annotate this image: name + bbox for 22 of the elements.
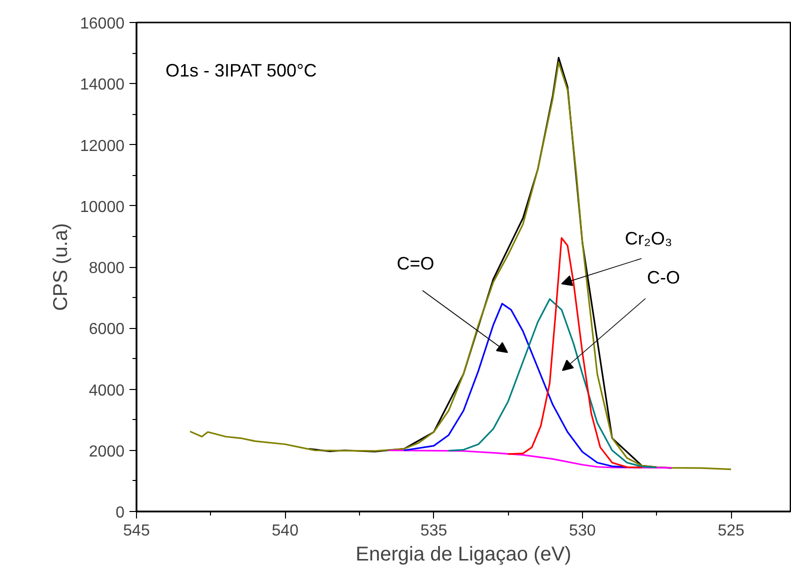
annotation: O1s - 3IPAT 500°C [166, 60, 317, 80]
annotation: C=O [396, 254, 434, 274]
x-tick-label: 540 [272, 522, 299, 540]
y-tick-label: 2000 [88, 443, 125, 460]
annotation: C-O [647, 268, 680, 288]
y-tick-label: 10000 [80, 198, 125, 216]
x-tick-label: 535 [420, 522, 448, 540]
y-tick-label: 14000 [80, 76, 125, 94]
y-tick-label: 16000 [80, 16, 125, 32]
x-tick-label: 545 [123, 522, 150, 540]
x-axis-title: Energia de Ligaçao (eV) [356, 544, 572, 566]
line-series [448, 298, 658, 468]
line-series [388, 450, 672, 469]
y-tick-label: 4000 [88, 382, 125, 400]
x-tick-label: 525 [718, 522, 744, 540]
y-tick-label: 0 [116, 504, 125, 522]
y-axis-title: CPS (u.a) [50, 223, 72, 311]
annotation: Cr₂O₃ [624, 228, 672, 248]
y-tick-label: 12000 [80, 138, 125, 155]
x-tick-label: 530 [569, 522, 596, 540]
y-tick-label: 6000 [88, 321, 125, 338]
y-tick-label: 8000 [88, 260, 125, 277]
